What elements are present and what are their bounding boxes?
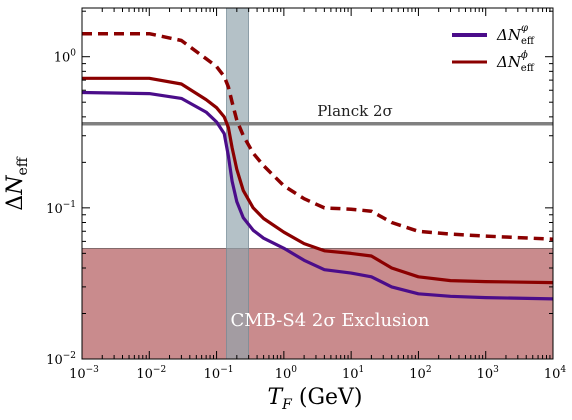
y-axis-label: ΔNeff (3, 156, 31, 210)
tick-label: 100 (54, 49, 77, 66)
tf-vertical-band (226, 7, 249, 360)
legend-label-purple: ΔNφ eff (496, 23, 535, 47)
legend-label-red: ΔNϕ eff (496, 50, 535, 74)
plot-frame (81, 7, 554, 360)
tick-label: 101 (342, 365, 364, 382)
legend: ΔNφ eff ΔNϕ eff (452, 23, 535, 74)
tick-label: 100 (275, 365, 298, 382)
x-axis-label: TF (GeV) (267, 385, 362, 413)
tick-label: 10−2 (46, 351, 76, 368)
tick-label: 103 (477, 365, 500, 382)
cmb-s4-label: CMB-S4 2σ Exclusion (231, 310, 430, 331)
tick-label: 104 (544, 365, 567, 382)
tick-label: 10−2 (136, 365, 166, 382)
tick-label: 102 (409, 365, 431, 382)
series-red-dashed-line (82, 31, 554, 241)
tick-label: 10−3 (69, 365, 99, 382)
planck-label: Planck 2σ (317, 102, 393, 120)
tick-label: 10−1 (204, 365, 234, 382)
axis-ticks (81, 8, 554, 360)
series-purple-line (81, 90, 554, 301)
tick-label: 10−1 (46, 200, 76, 217)
series-red-solid-line (82, 76, 554, 285)
